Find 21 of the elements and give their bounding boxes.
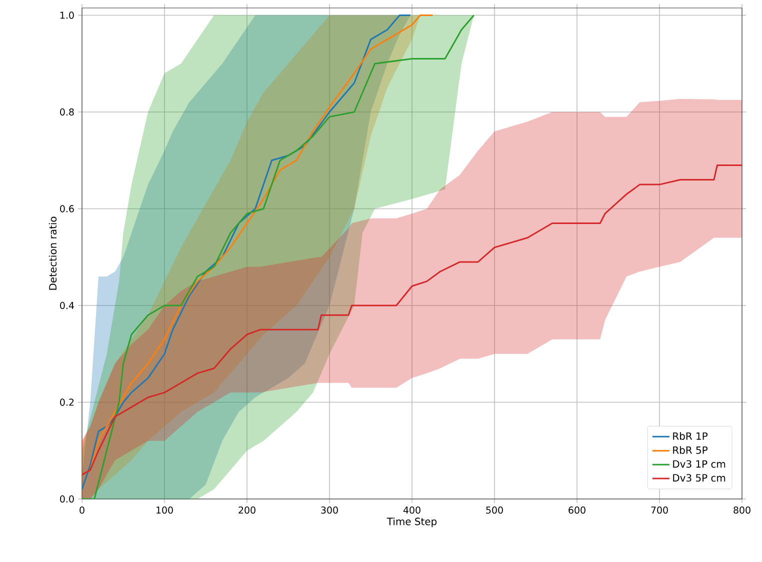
y-tick-label: 0.0 bbox=[60, 495, 74, 503]
legend-label: RbR 5P bbox=[673, 446, 708, 454]
x-tick-label: 200 bbox=[238, 506, 256, 514]
y-tick-label: 0.6 bbox=[60, 205, 74, 212]
y-tick-label: 0.8 bbox=[60, 108, 74, 116]
x-tick-label: 400 bbox=[403, 506, 420, 514]
x-tick-label: 0 bbox=[80, 506, 84, 514]
legend-label: RbR 1P bbox=[673, 432, 708, 440]
x-tick-label: 300 bbox=[321, 506, 338, 514]
legend-label: Dv3 1P cm bbox=[673, 460, 726, 468]
x-tick-label: 800 bbox=[734, 506, 750, 514]
legend-label: Dv3 5P cm bbox=[673, 474, 726, 482]
x-tick-label: 500 bbox=[486, 506, 503, 514]
x-axis-title: Time Step bbox=[386, 517, 437, 528]
y-tick-label: 0.4 bbox=[60, 302, 74, 310]
y-tick-label: 0.2 bbox=[60, 398, 74, 406]
x-tick-label: 700 bbox=[651, 506, 668, 514]
x-tick-label: 600 bbox=[568, 506, 586, 514]
x-tick-label: 100 bbox=[156, 506, 173, 514]
y-tick-label: 1.0 bbox=[60, 12, 74, 19]
y-axis-title: Detection ratio bbox=[48, 216, 57, 290]
